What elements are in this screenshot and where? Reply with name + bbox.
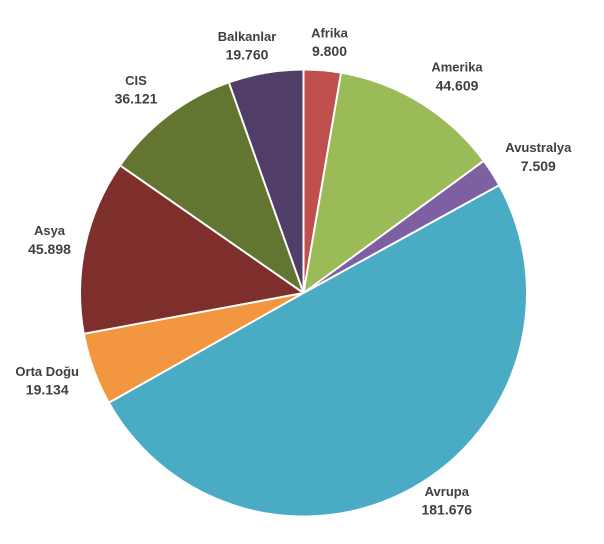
svg-text:181.676: 181.676 [421,502,472,518]
svg-text:Asya: Asya [34,223,66,238]
svg-text:CIS: CIS [125,73,147,88]
svg-text:Avustralya: Avustralya [505,140,572,155]
svg-text:Balkanlar: Balkanlar [218,29,277,44]
svg-text:36.121: 36.121 [115,91,158,107]
svg-text:44.609: 44.609 [436,77,479,93]
svg-text:19.134: 19.134 [26,382,69,398]
svg-text:Avrupa: Avrupa [425,484,470,499]
svg-text:Afrika: Afrika [311,26,349,41]
svg-text:45.898: 45.898 [28,241,71,257]
svg-text:Orta Doğu: Orta Doğu [15,364,79,379]
svg-text:7.509: 7.509 [521,158,556,174]
svg-text:9.800: 9.800 [312,43,347,59]
svg-text:19.760: 19.760 [226,46,269,62]
svg-text:Amerika: Amerika [431,60,483,75]
